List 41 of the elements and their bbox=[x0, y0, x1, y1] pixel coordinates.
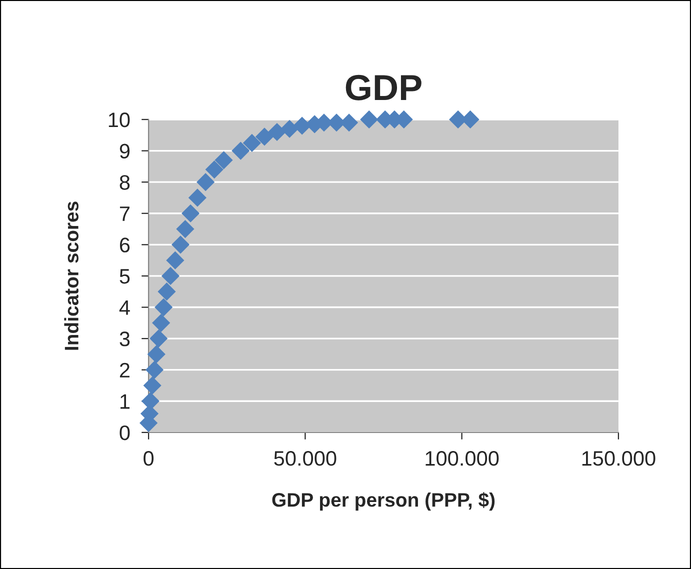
y-tick-label: 7 bbox=[120, 206, 130, 221]
point bbox=[161, 266, 180, 286]
y-tick-label: 9 bbox=[120, 144, 130, 159]
y-tick-label: 2 bbox=[120, 362, 130, 378]
point bbox=[242, 134, 261, 152]
point bbox=[280, 120, 299, 138]
y-tick-label: 8 bbox=[120, 175, 130, 190]
y-axis-title: Indicator scores bbox=[64, 202, 78, 350]
point bbox=[147, 345, 166, 364]
x-tick-label: 0 bbox=[144, 451, 154, 466]
point bbox=[158, 282, 176, 301]
x-axis-title: GDP per person (PPP, $) bbox=[272, 492, 495, 511]
point bbox=[214, 151, 233, 170]
y-tick-label: 0 bbox=[120, 425, 130, 440]
x-tick-label: 100.000 bbox=[426, 451, 499, 466]
y-tick-label: 5 bbox=[120, 269, 130, 284]
point bbox=[154, 298, 173, 316]
x-tick-label: 50.000 bbox=[274, 451, 336, 466]
chart-title: GDP bbox=[346, 74, 422, 100]
point bbox=[145, 360, 164, 379]
y-tick-label: 1 bbox=[120, 394, 130, 409]
point bbox=[176, 220, 194, 238]
point bbox=[150, 330, 168, 348]
point bbox=[293, 116, 312, 135]
y-tick-label: 10 bbox=[108, 112, 130, 128]
x-tick-label: 150.000 bbox=[582, 451, 656, 466]
point bbox=[268, 122, 286, 142]
point bbox=[196, 173, 215, 192]
point bbox=[255, 128, 274, 146]
y-tick-label: 4 bbox=[119, 300, 130, 315]
point bbox=[152, 314, 170, 332]
point bbox=[188, 188, 206, 207]
point bbox=[181, 204, 200, 222]
point bbox=[143, 376, 162, 395]
point bbox=[171, 236, 190, 254]
y-tick-label: 6 bbox=[120, 238, 130, 252]
point bbox=[166, 251, 184, 270]
point bbox=[205, 160, 224, 179]
y-tick-label: 3 bbox=[120, 332, 130, 346]
point bbox=[360, 110, 378, 129]
point bbox=[232, 142, 250, 160]
